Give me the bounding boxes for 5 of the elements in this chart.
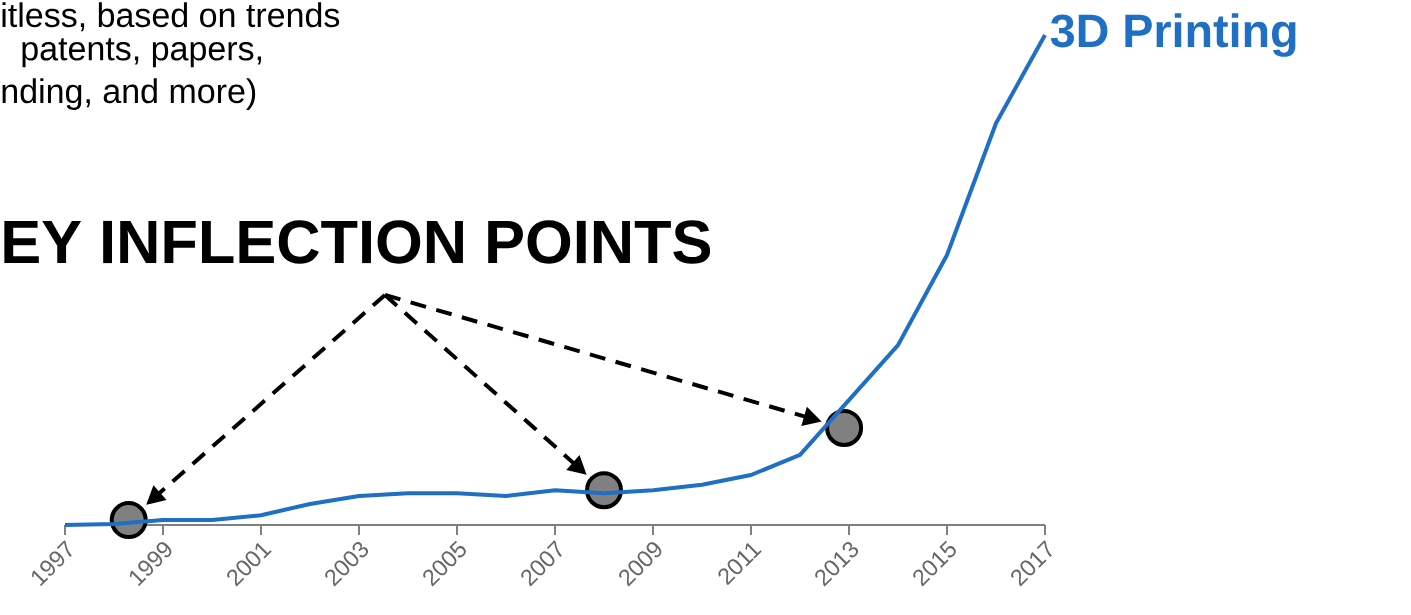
annotation: patents, papers, [22,38,261,68]
text: itless, based on trends [2,2,340,32]
annotation: nding, and more) [2,78,256,110]
series-label: 3D Printing [1050,13,1296,57]
annotation: EY INFLECTION POINTS [4,220,711,264]
